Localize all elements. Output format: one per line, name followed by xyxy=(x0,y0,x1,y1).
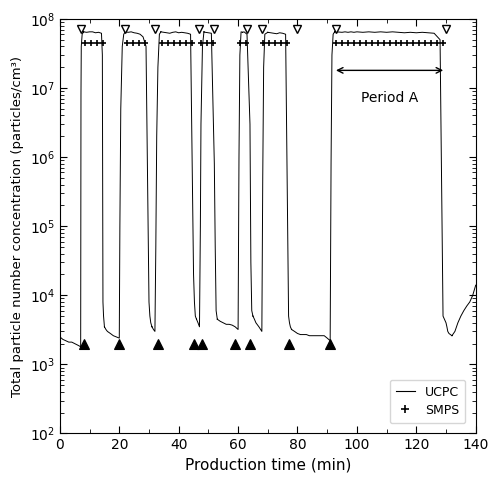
SMPS xyxy=(404,40,410,46)
SMPS xyxy=(374,40,380,46)
UCPC xyxy=(78,175,84,181)
SMPS xyxy=(136,40,141,46)
SMPS xyxy=(363,40,369,46)
Text: Period A: Period A xyxy=(361,91,418,105)
SMPS xyxy=(440,40,446,46)
UCPC xyxy=(76,343,82,349)
SMPS xyxy=(124,40,130,46)
SMPS xyxy=(210,40,216,46)
SMPS xyxy=(368,40,374,46)
SMPS xyxy=(386,40,392,46)
SMPS xyxy=(189,40,195,46)
SMPS xyxy=(339,40,345,46)
SMPS xyxy=(357,40,363,46)
SMPS xyxy=(171,40,177,46)
SMPS xyxy=(422,40,428,46)
SMPS xyxy=(333,40,339,46)
SMPS xyxy=(410,40,416,46)
SMPS xyxy=(130,40,136,46)
SMPS xyxy=(351,40,357,46)
SMPS xyxy=(177,40,183,46)
SMPS xyxy=(82,40,88,46)
UCPC xyxy=(148,320,154,326)
SMPS xyxy=(88,40,94,46)
SMPS xyxy=(160,40,166,46)
SMPS xyxy=(242,40,248,46)
SMPS xyxy=(183,40,189,46)
UCPC xyxy=(472,282,478,288)
SMPS xyxy=(100,40,106,46)
SMPS xyxy=(236,40,242,46)
SMPS xyxy=(380,40,386,46)
SMPS xyxy=(166,40,172,46)
UCPC xyxy=(57,334,63,340)
X-axis label: Production time (min): Production time (min) xyxy=(184,458,351,473)
SMPS xyxy=(284,40,290,46)
SMPS xyxy=(416,40,422,46)
SMPS xyxy=(142,40,148,46)
SMPS xyxy=(392,40,398,46)
SMPS xyxy=(94,40,100,46)
SMPS xyxy=(345,40,351,46)
Y-axis label: Total particle number concentration (particles/cm³): Total particle number concentration (par… xyxy=(11,56,24,397)
SMPS xyxy=(272,40,278,46)
SMPS xyxy=(198,40,204,46)
Line: SMPS: SMPS xyxy=(82,39,446,46)
Line: UCPC: UCPC xyxy=(60,32,476,347)
SMPS xyxy=(204,40,210,46)
Legend: UCPC, SMPS: UCPC, SMPS xyxy=(390,379,466,423)
SMPS xyxy=(278,40,284,46)
UCPC xyxy=(437,37,443,43)
UCPC xyxy=(117,223,123,229)
SMPS xyxy=(434,40,440,46)
SMPS xyxy=(428,40,434,46)
SMPS xyxy=(266,40,272,46)
SMPS xyxy=(398,40,404,46)
SMPS xyxy=(260,40,266,46)
